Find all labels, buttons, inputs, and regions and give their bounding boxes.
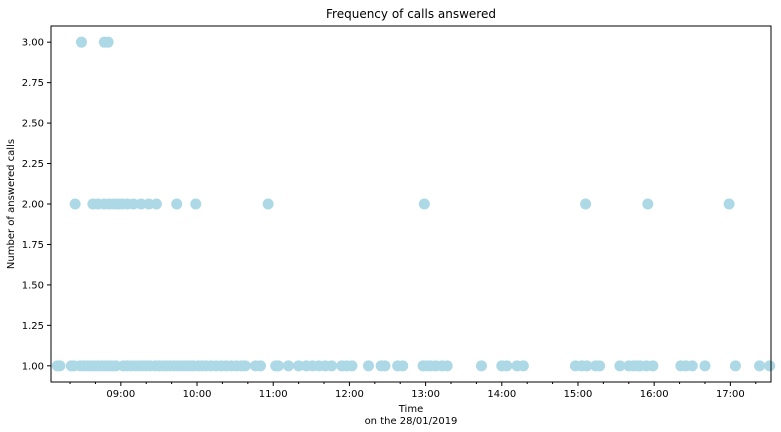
y-axis-label: Number of answered calls	[6, 139, 17, 269]
x-tick-label: 16:00	[640, 389, 669, 400]
data-point	[642, 198, 654, 210]
y-tick-label: 2.00	[22, 200, 44, 211]
y-tick-label: 2.75	[22, 78, 44, 89]
data-point	[764, 360, 776, 372]
data-point	[581, 360, 593, 372]
y-tick-label: 1.75	[22, 240, 44, 251]
data-point	[255, 360, 267, 372]
x-axis: 09:00 10:00 11:00 12:00 13:00 14:00 15:00 16:00…	[69, 382, 757, 400]
data-point	[282, 360, 294, 372]
data-point	[143, 198, 155, 210]
x-tick-label: 14:00	[487, 389, 516, 400]
data-point	[362, 360, 374, 372]
data-point	[128, 198, 140, 210]
data-point	[135, 198, 147, 210]
x-tick-label: 11:00	[259, 389, 288, 400]
data-point	[614, 360, 626, 372]
x-tick-label: 17:00	[716, 389, 745, 400]
data-point	[379, 360, 391, 372]
data-point	[171, 198, 183, 210]
y-tick-label: 1.25	[22, 321, 44, 332]
x-axis-label-line2: on the 28/01/2019	[365, 416, 458, 427]
data-point	[110, 360, 122, 372]
data-point	[150, 198, 162, 210]
data-point	[517, 360, 529, 372]
data-point	[75, 36, 87, 48]
data-point	[418, 198, 430, 210]
x-tick-label: 10:00	[183, 389, 212, 400]
data-point	[647, 360, 659, 372]
data-point	[326, 360, 338, 372]
data-point	[501, 360, 513, 372]
data-point	[190, 198, 202, 210]
data-point	[102, 36, 114, 48]
x-tick-label: 12:00	[335, 389, 364, 400]
data-point	[754, 360, 766, 372]
data-point	[397, 360, 409, 372]
data-point	[594, 360, 606, 372]
data-point	[346, 360, 358, 372]
data-point	[262, 198, 274, 210]
data-point	[69, 198, 81, 210]
data-point	[272, 360, 284, 372]
data-point	[475, 360, 487, 372]
y-tick-label: 3.00	[22, 38, 44, 49]
x-tick-label: 13:00	[411, 389, 440, 400]
y-tick-label: 1.50	[22, 280, 44, 291]
data-point	[580, 198, 592, 210]
y-tick-label: 2.50	[22, 119, 44, 130]
data-point	[293, 360, 305, 372]
data-point	[239, 360, 251, 372]
data-point	[686, 360, 698, 372]
data-point	[723, 198, 735, 210]
x-axis-label: Time	[398, 404, 423, 415]
data-point	[699, 360, 711, 372]
y-axis: 1.00 1.25 1.50 1.75 2.00 2.25 2.50 2.75 3.00	[22, 38, 51, 372]
points-layer	[51, 36, 776, 372]
x-tick-label: 09:00	[106, 389, 135, 400]
data-point	[441, 360, 453, 372]
x-tick-label: 15:00	[564, 389, 593, 400]
data-point	[729, 360, 741, 372]
data-point	[54, 360, 66, 372]
y-tick-label: 2.25	[22, 159, 44, 170]
y-tick-label: 1.00	[22, 361, 44, 372]
chart-title: Frequency of calls answered	[326, 7, 496, 21]
